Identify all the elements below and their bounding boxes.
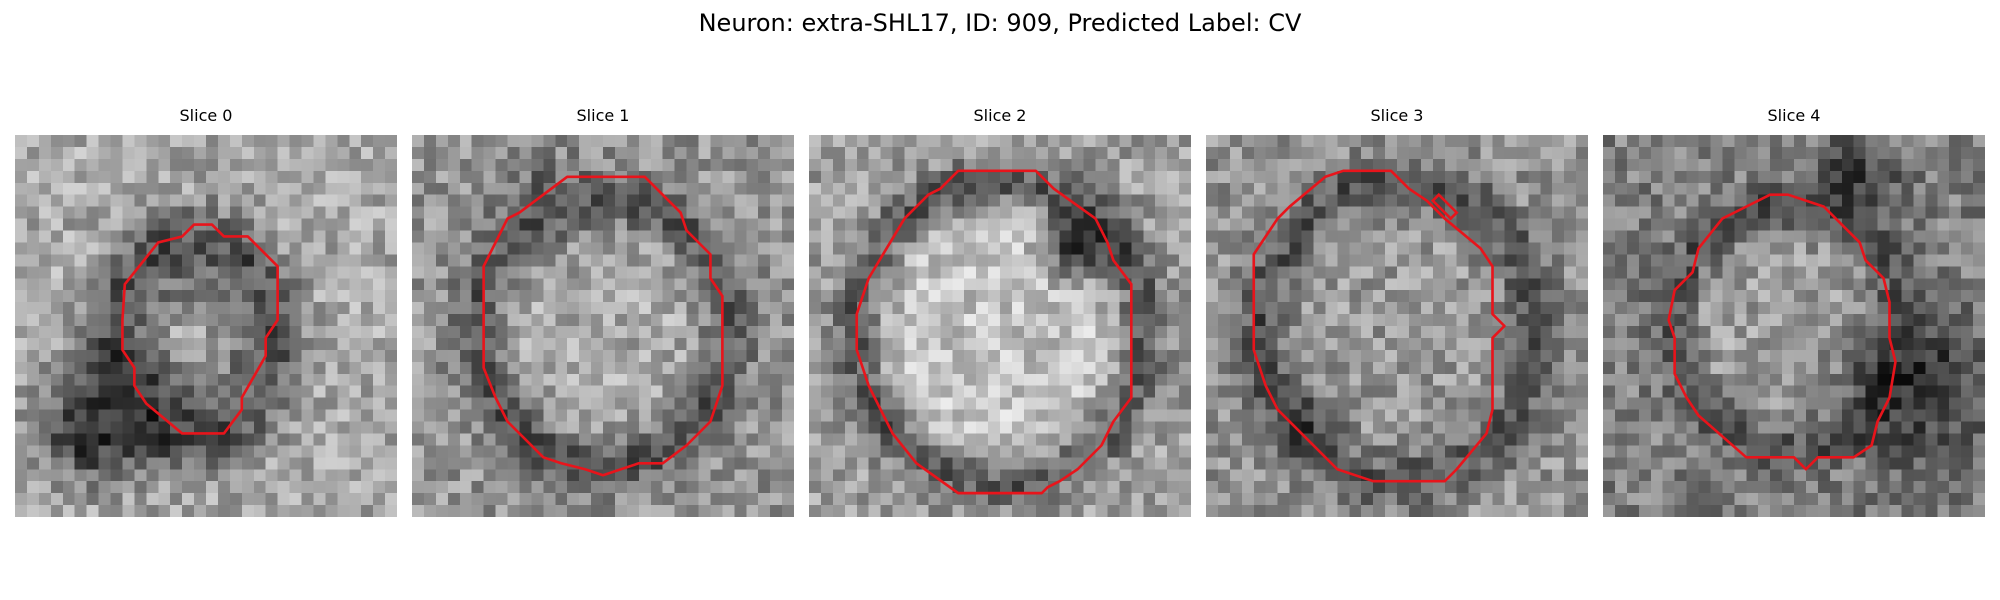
pixel-grid	[1603, 135, 1985, 517]
pixel-grid	[15, 135, 397, 517]
slice-panel: Slice 4	[1603, 106, 1985, 517]
segmentation-contour	[1252, 169, 1506, 483]
slice-title: Slice 3	[1370, 106, 1424, 125]
segmentation-contour	[121, 223, 279, 435]
slice-panel: Slice 2	[809, 106, 1191, 517]
slice-title: Slice 0	[179, 106, 233, 125]
segmentation-contour	[1667, 193, 1897, 471]
segmentation-contour	[482, 175, 724, 477]
slice-image	[1603, 135, 1985, 517]
slice-title: Slice 4	[1767, 106, 1821, 125]
slice-title: Slice 2	[973, 106, 1027, 125]
slice-image	[412, 135, 794, 517]
pixel-grid	[1206, 135, 1588, 517]
slice-title: Slice 1	[576, 106, 630, 125]
segmentation-contour	[855, 169, 1133, 495]
slice-panel: Slice 1	[412, 106, 794, 517]
pixel-grid	[809, 135, 1191, 517]
figure-title: Neuron: extra-SHL17, ID: 909, Predicted …	[698, 9, 1302, 37]
slice-image	[15, 135, 397, 517]
slice-panel: Slice 0	[15, 106, 397, 517]
slice-image	[809, 135, 1191, 517]
slice-image	[1206, 135, 1588, 517]
slice-panel: Slice 3	[1206, 106, 1588, 517]
pixel-grid	[412, 135, 794, 517]
segmentation-contour-fragment	[1430, 192, 1459, 221]
